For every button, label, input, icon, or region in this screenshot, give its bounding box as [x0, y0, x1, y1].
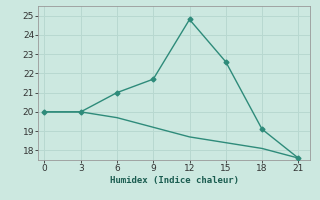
X-axis label: Humidex (Indice chaleur): Humidex (Indice chaleur) [110, 176, 239, 185]
